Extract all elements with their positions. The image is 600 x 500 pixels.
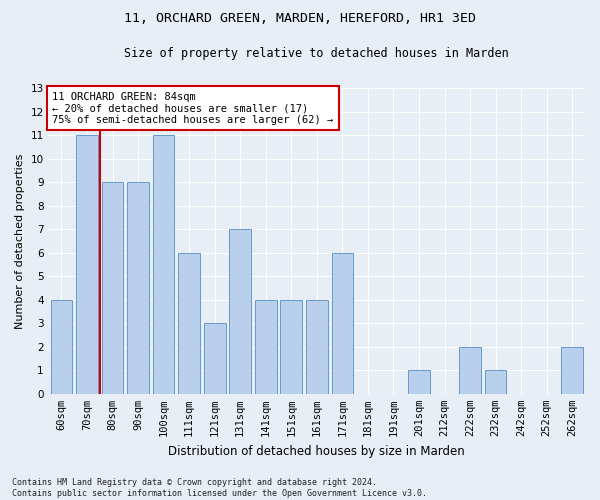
Bar: [306, 300, 328, 394]
Bar: [127, 182, 149, 394]
Text: 11 ORCHARD GREEN: 84sqm
← 20% of detached houses are smaller (17)
75% of semi-de: 11 ORCHARD GREEN: 84sqm ← 20% of detache…: [52, 92, 334, 125]
Y-axis label: Number of detached properties: Number of detached properties: [15, 153, 25, 328]
Bar: [229, 229, 251, 394]
Bar: [76, 135, 98, 394]
Bar: [204, 323, 226, 394]
Bar: [153, 135, 175, 394]
Title: Size of property relative to detached houses in Marden: Size of property relative to detached ho…: [124, 48, 509, 60]
Bar: [50, 300, 72, 394]
Bar: [255, 300, 277, 394]
Bar: [408, 370, 430, 394]
Bar: [485, 370, 506, 394]
Bar: [280, 300, 302, 394]
Text: Contains HM Land Registry data © Crown copyright and database right 2024.
Contai: Contains HM Land Registry data © Crown c…: [12, 478, 427, 498]
X-axis label: Distribution of detached houses by size in Marden: Distribution of detached houses by size …: [169, 444, 465, 458]
Bar: [459, 347, 481, 394]
Bar: [562, 347, 583, 394]
Bar: [332, 252, 353, 394]
Text: 11, ORCHARD GREEN, MARDEN, HEREFORD, HR1 3ED: 11, ORCHARD GREEN, MARDEN, HEREFORD, HR1…: [124, 12, 476, 26]
Bar: [178, 252, 200, 394]
Bar: [101, 182, 124, 394]
